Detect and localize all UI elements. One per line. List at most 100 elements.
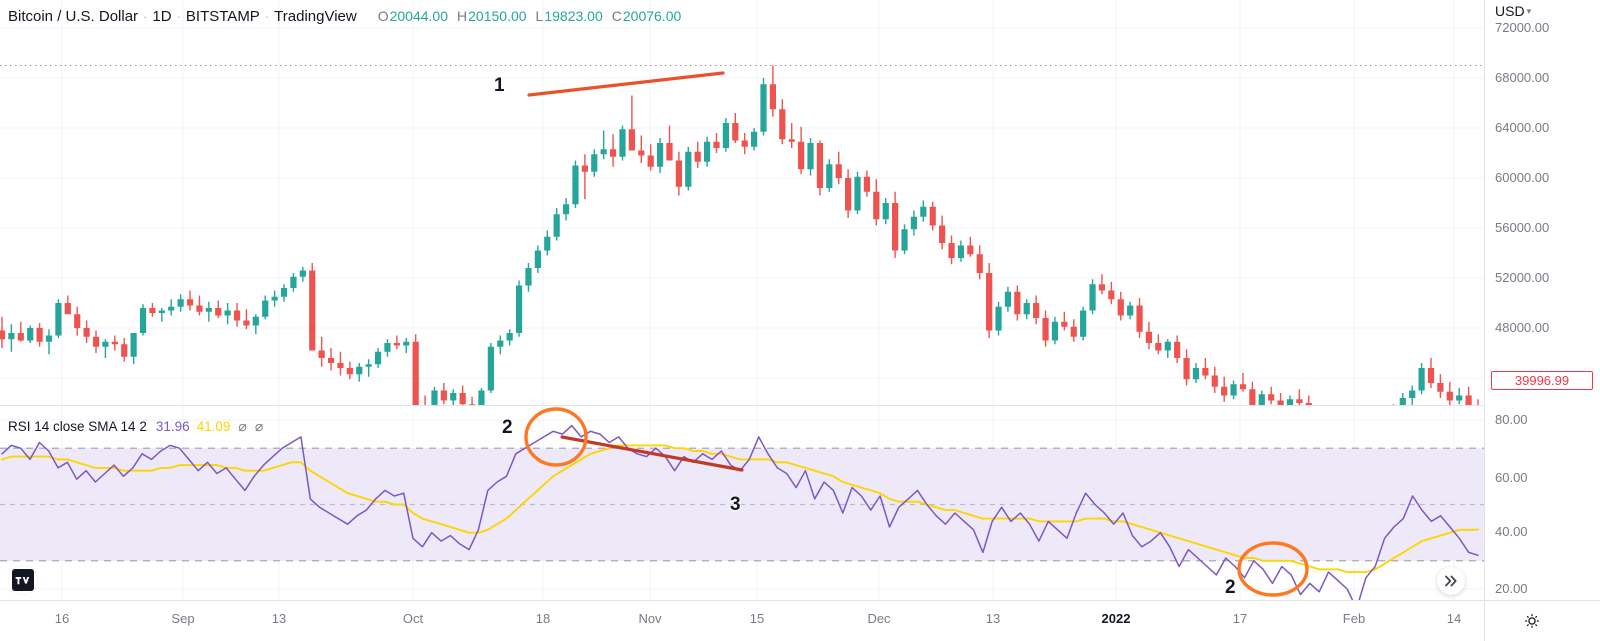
candle-body xyxy=(581,165,588,172)
tradingview-logo[interactable] xyxy=(9,566,37,594)
time-axis-tick: 15 xyxy=(749,611,765,626)
candle-body xyxy=(609,149,617,157)
candle-body xyxy=(553,214,560,237)
candle-body xyxy=(327,358,335,363)
candle-body xyxy=(1211,375,1218,387)
candle-body xyxy=(139,308,147,333)
candle-body xyxy=(478,390,485,405)
candle-body xyxy=(826,164,833,188)
candle-body xyxy=(17,333,24,341)
candle-body xyxy=(318,350,325,358)
candle-body xyxy=(252,316,259,326)
candle-body xyxy=(901,229,908,251)
annotation-label: 1 xyxy=(494,75,505,96)
currency-selector[interactable]: USD ▾ xyxy=(1495,3,1531,19)
candle-body xyxy=(403,341,410,346)
annotation-label: 2 xyxy=(1225,577,1236,598)
scroll-to-realtime-button[interactable] xyxy=(1437,567,1465,595)
candle-body xyxy=(177,299,184,307)
candle-body xyxy=(591,154,598,172)
rsi-legend-value: 31.96 xyxy=(155,419,190,434)
candle-body xyxy=(149,308,156,313)
candle-body xyxy=(0,330,6,340)
candle-body xyxy=(769,84,777,110)
candle-body xyxy=(1418,368,1425,391)
candle-body xyxy=(1145,331,1153,343)
candle-body xyxy=(703,141,711,162)
ohlc-close-key: C xyxy=(611,8,622,24)
candle-body xyxy=(506,333,513,341)
annotation-label: 3 xyxy=(730,494,741,515)
candle-body xyxy=(1117,299,1124,316)
candle-series xyxy=(0,65,1479,405)
ohlc-open-key: O xyxy=(377,8,389,24)
candle-body xyxy=(1108,290,1115,300)
candle-body xyxy=(1127,305,1134,316)
candle-body xyxy=(1004,291,1012,307)
sma-legend-value: 41.09 xyxy=(196,419,231,434)
candle-body xyxy=(196,305,203,312)
time-axis-tick: Oct xyxy=(402,611,424,626)
candle-body xyxy=(807,143,814,170)
legend-separator-2: · xyxy=(176,8,181,24)
candle-body xyxy=(55,303,62,336)
price-chart-pane[interactable] xyxy=(0,0,1484,405)
candle-body xyxy=(751,131,758,147)
candle-body xyxy=(600,149,607,155)
candle-body xyxy=(1221,386,1228,396)
candle-body xyxy=(1446,391,1453,401)
symbol-title[interactable]: Bitcoin / U.S. Dollar xyxy=(8,7,139,25)
chevron-down-icon: ▾ xyxy=(1526,6,1532,16)
candle-body xyxy=(863,176,871,192)
candle-body xyxy=(675,160,682,187)
candle-body xyxy=(440,390,447,401)
candle-body xyxy=(544,236,551,251)
candle-body xyxy=(1437,383,1444,392)
interval-label[interactable]: 1D xyxy=(152,7,172,25)
candle-body xyxy=(666,143,673,161)
candle-body xyxy=(732,123,739,141)
time-axis-tick: 16 xyxy=(54,611,70,626)
candle-body xyxy=(920,206,927,217)
candle-body xyxy=(1155,343,1162,351)
candle-body xyxy=(280,288,288,297)
eye-icon[interactable]: ⌀ xyxy=(238,418,247,434)
candle-body xyxy=(986,273,993,331)
candle-body xyxy=(271,296,278,301)
candle-body xyxy=(168,306,175,311)
rsi-scale[interactable]: 80.00 60.00 40.00 20.00 xyxy=(1484,406,1600,600)
candle-body xyxy=(722,123,729,148)
candle-body xyxy=(1268,394,1275,401)
candle-body xyxy=(816,143,824,188)
settings-slash-icon[interactable]: ⌀ xyxy=(254,418,264,434)
candle-body xyxy=(36,328,43,342)
time-axis-tick: Dec xyxy=(867,611,891,626)
candle-body xyxy=(431,390,438,405)
time-scale[interactable]: 16 Sep 13 Oct 18 Nov 15 Dec 13 2022 17 Feb 14 xyxy=(0,600,1600,641)
candle-body xyxy=(1070,326,1077,337)
candle-body xyxy=(572,165,579,205)
candle-body xyxy=(1061,321,1068,327)
candle-body xyxy=(243,320,250,326)
candle-body xyxy=(497,340,504,347)
candle-body xyxy=(346,368,353,375)
rsi-legend-title[interactable]: RSI 14 close SMA 14 2 xyxy=(8,419,147,434)
candle-body xyxy=(1089,284,1096,311)
candle-body xyxy=(1456,395,1463,401)
candle-body xyxy=(384,343,391,352)
candle-body xyxy=(892,203,899,251)
legend-separator-3: · xyxy=(264,8,270,24)
gear-icon[interactable] xyxy=(1522,611,1542,631)
price-scale[interactable]: USD ▾ 72000.00 68000.00 64000.00 60000.00 560… xyxy=(1484,0,1600,405)
ohlc-high-key: H xyxy=(457,8,468,24)
candle-body xyxy=(1399,398,1406,405)
exchange-label[interactable]: BITSTAMP xyxy=(185,7,260,25)
candle-body xyxy=(1033,303,1040,318)
legend-separator-1: · xyxy=(143,8,148,24)
rsi-axis-label: 20.00 xyxy=(1495,581,1528,596)
rsi-axis-label: 60.00 xyxy=(1495,470,1528,485)
rsi-indicator-pane[interactable] xyxy=(0,406,1484,600)
candle-body xyxy=(1239,384,1247,390)
chart-legend: Bitcoin / U.S. Dollar · 1D · BITSTAMP · … xyxy=(8,4,681,28)
candle-body xyxy=(186,299,194,306)
